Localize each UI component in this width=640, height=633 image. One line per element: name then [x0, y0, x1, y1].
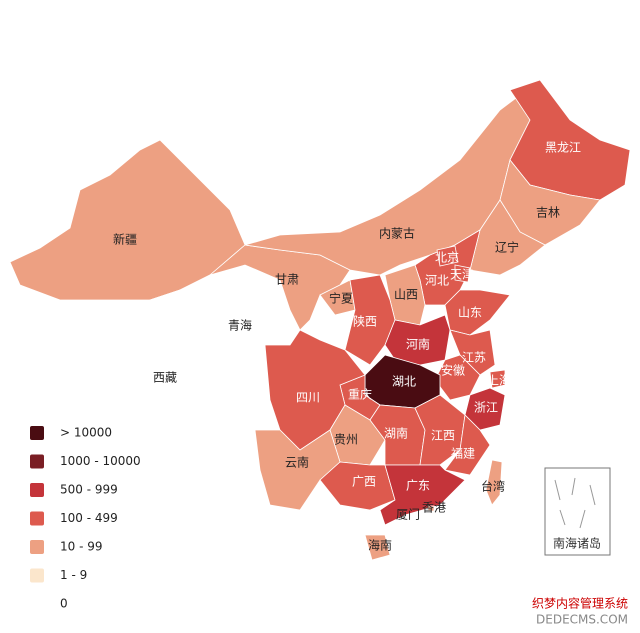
province-label: 香港 — [422, 501, 446, 515]
watermark: 织梦内容管理系统 — [532, 596, 628, 611]
legend-swatch — [30, 426, 44, 440]
province-label: 内蒙古 — [379, 226, 415, 241]
province — [9, 139, 246, 301]
province — [469, 199, 546, 276]
watermark: DEDECMS.COM — [536, 613, 628, 627]
province-label: 广东 — [406, 479, 430, 493]
province-label: 河南 — [406, 337, 430, 352]
legend: > 10000 1000 - 10000 500 - 999 100 - 499 10 … — [30, 426, 141, 611]
province-label: 北京 — [435, 251, 459, 265]
inset: 南海诸岛 — [544, 467, 611, 556]
province — [454, 264, 471, 283]
province-label: 贵州 — [334, 433, 358, 447]
province-label: 广西 — [352, 475, 376, 489]
province — [485, 459, 503, 506]
province-label: 黑龙江 — [545, 141, 581, 155]
legend-label: > 10000 — [60, 426, 112, 440]
legend-label: 1000 - 10000 — [60, 454, 141, 468]
province — [427, 505, 435, 512]
legend-swatch — [30, 568, 44, 583]
province-label: 江西 — [431, 429, 455, 443]
province-label: 宁夏 — [329, 291, 353, 306]
province-label: 新疆 — [113, 232, 137, 247]
legend-label: 10 - 99 — [60, 540, 103, 554]
province-label: 湖北 — [392, 374, 416, 389]
legend-swatch — [30, 454, 44, 469]
legend-label: 500 - 999 — [60, 483, 118, 497]
city-label: 厦门 — [396, 507, 420, 522]
province-label: 云南 — [285, 455, 309, 470]
inset-islands — [554, 477, 596, 529]
province-label: 海南 — [368, 538, 392, 553]
legend-label: 100 - 499 — [60, 511, 118, 525]
legend-swatch — [30, 597, 44, 611]
province-label: 台湾 — [481, 479, 505, 494]
province-label: 西藏 — [153, 371, 177, 385]
province-label: 山西 — [394, 288, 418, 302]
province-label: 浙江 — [474, 401, 498, 415]
province — [414, 394, 466, 466]
province-label: 四川 — [296, 391, 320, 405]
province-label: 吉林 — [536, 206, 560, 220]
province-label: 重庆 — [348, 388, 372, 402]
legend-swatch — [30, 511, 44, 526]
province-label: 上海 — [487, 373, 511, 388]
province-label: 安徽 — [441, 363, 465, 378]
legend-label: 1 - 9 — [60, 568, 87, 582]
province-label: 福建 — [451, 446, 475, 461]
province-label: 江苏 — [462, 351, 486, 365]
province-label: 甘肃 — [275, 273, 299, 287]
legend-swatch — [30, 540, 44, 554]
province-label: 辽宁 — [495, 240, 519, 255]
province-label: 青海 — [228, 318, 252, 333]
province — [509, 79, 631, 201]
inset-label: 南海诸岛 — [553, 536, 601, 551]
province — [364, 534, 391, 561]
provinces — [9, 79, 631, 561]
legend-swatch — [30, 483, 44, 497]
province-label: 陕西 — [353, 314, 377, 329]
province — [379, 464, 466, 526]
legend-label: 0 — [60, 597, 68, 611]
province — [489, 369, 506, 389]
province-label: 河北 — [425, 274, 449, 288]
province-label: 天津 — [450, 268, 474, 282]
province-label: 湖南 — [384, 426, 408, 441]
province-label: 山东 — [458, 306, 482, 320]
province — [436, 245, 459, 267]
